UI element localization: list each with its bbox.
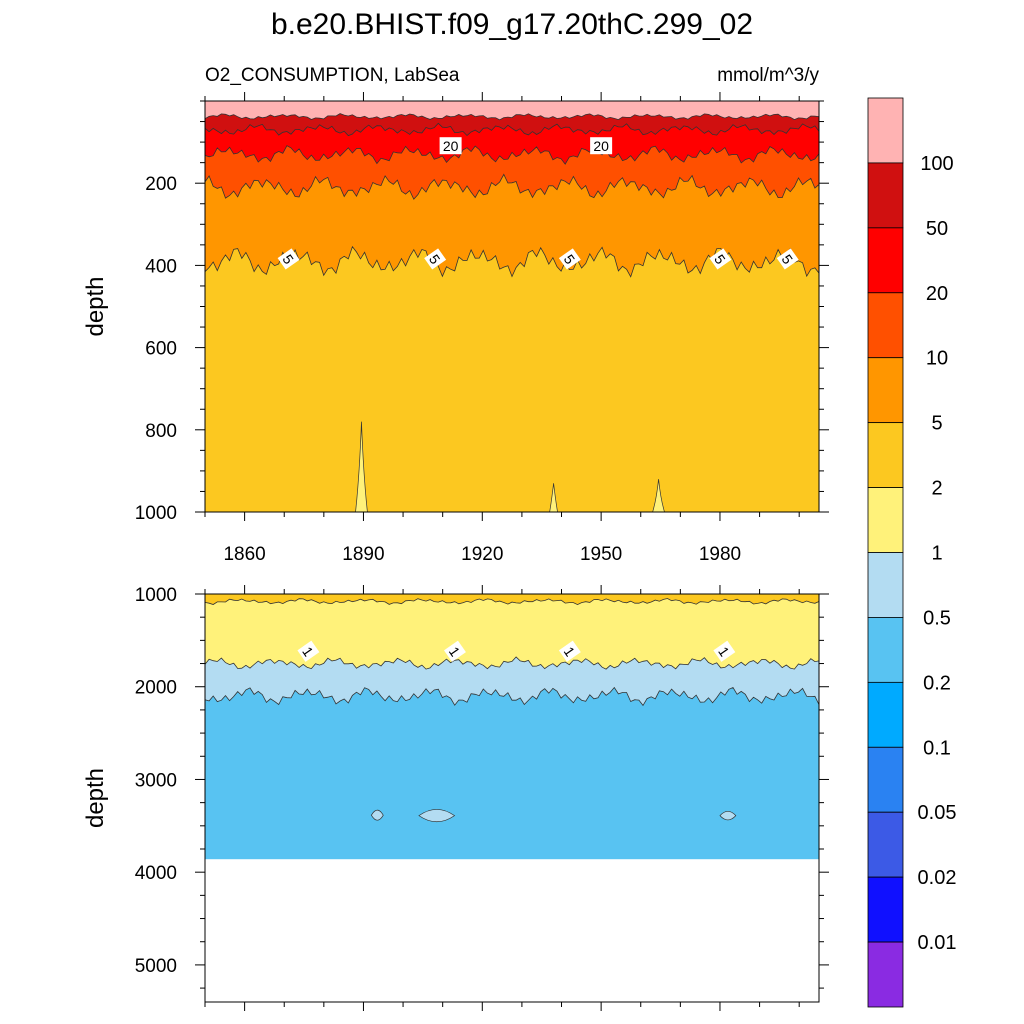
y-axis-label: depth — [82, 276, 109, 336]
colorbar-label: 20 — [926, 283, 948, 305]
contour-label-bg — [297, 640, 320, 662]
contour-label: 5 — [277, 248, 300, 270]
colorbar-label: 0.1 — [923, 737, 951, 759]
y-tick-label: 400 — [145, 256, 177, 277]
y-tick-label: 1000 — [135, 585, 177, 606]
contour-label-bg — [558, 248, 581, 270]
colorbar-label: 0.5 — [923, 607, 951, 629]
contour-label-text: 20 — [593, 138, 609, 154]
contour-label-bg — [558, 640, 581, 662]
variable-region-label: O2_CONSUMPTION, LabSea — [205, 65, 460, 86]
contour-region — [355, 421, 368, 513]
contour-label-bg — [443, 640, 466, 662]
colorbar-label: 100 — [920, 153, 953, 175]
colorbar-label: 0.02 — [918, 867, 957, 889]
colorbar-label: 10 — [926, 348, 948, 370]
colorbar-swatch — [867, 227, 904, 294]
band-> 100 — [205, 101, 819, 120]
contour-line — [204, 173, 820, 200]
y-tick-label: 800 — [145, 421, 177, 442]
y-tick-label: 1000 — [135, 503, 177, 524]
x-tick-label: 1950 — [580, 544, 622, 565]
colorbar-swatch — [867, 357, 904, 424]
contour-label: 1 — [713, 640, 736, 662]
y-tick-label: 5000 — [135, 956, 177, 977]
contour-label: 5 — [709, 248, 732, 270]
colorbar-label: 0.05 — [918, 802, 957, 824]
colorbar-label: 1 — [931, 543, 942, 565]
colorbar-swatch — [867, 681, 904, 748]
lower-panel: 1 1 1 1 1000 2000 3000 4000 5000 depth — [82, 585, 829, 1011]
contour-line — [204, 145, 820, 165]
band-2-5 — [205, 594, 819, 605]
contour-label: 5 — [776, 248, 799, 270]
colorbar-label: 50 — [926, 218, 948, 240]
contour-label: 5 — [558, 248, 581, 270]
y-axis-label: depth — [82, 768, 109, 828]
contour-label-bg — [424, 248, 447, 270]
colorbar-swatch — [867, 487, 904, 553]
colorbar: 100 50 20 10 5 2 1 0.5 0.2 0.1 0.05 0.02 0.01 — [867, 97, 957, 1008]
colorbar-swatch — [867, 422, 904, 488]
colorbar-swatch — [867, 746, 904, 813]
y-tick-label: 4000 — [135, 863, 177, 884]
panel-frame — [204, 593, 820, 1003]
y-tick-label: 200 — [145, 174, 177, 195]
contour-line — [204, 656, 820, 670]
contour-label: 1 — [558, 640, 581, 662]
colorbar-swatch — [867, 552, 904, 618]
contour-label-bg — [590, 137, 613, 155]
colorbar-label: 5 — [931, 413, 942, 435]
colorbar-label: 0.2 — [923, 672, 951, 694]
contour-label-bg — [277, 248, 300, 270]
units-label: mmol/m^3/y — [717, 65, 819, 86]
contour-region — [549, 483, 558, 513]
contour-label: 20 — [439, 137, 462, 155]
x-tick-label: 1920 — [461, 544, 503, 565]
contour-label-bg — [709, 248, 732, 270]
contour-label: 5 — [424, 248, 447, 270]
x-tick-label: 1980 — [699, 544, 741, 565]
colorbar-swatch — [867, 292, 904, 359]
x-tick-label: 1860 — [223, 544, 265, 565]
upper-panel: 20 20 5 5 5 5 5 1860 1890 1920 1950 1980 200 400 600 80… — [82, 92, 829, 565]
y-tick-label: 600 — [145, 339, 177, 360]
contour-region — [370, 809, 384, 821]
colorbar-swatch — [867, 941, 904, 1008]
colorbar-swatch — [867, 162, 904, 229]
contour-label-bg — [439, 137, 462, 155]
y-tick-label: 3000 — [135, 770, 177, 791]
colorbar-swatch — [867, 876, 904, 943]
contour-line — [204, 598, 820, 606]
contour-line — [204, 686, 820, 707]
contour-line — [204, 122, 820, 137]
contour-label-bg — [776, 248, 799, 270]
contour-label-bg — [713, 640, 736, 662]
contour-region — [719, 810, 737, 821]
contour-label: 20 — [590, 137, 613, 155]
contour-label: 1 — [297, 640, 320, 662]
contour-line — [204, 245, 820, 278]
band-1-2 — [205, 594, 819, 670]
colorbar-swatch — [867, 811, 904, 878]
contour-label: 1 — [443, 640, 466, 662]
x-tick-label: 1890 — [342, 544, 384, 565]
contour-line — [204, 113, 820, 121]
contour-label-text: 20 — [443, 138, 459, 154]
y-tick-label: 2000 — [135, 678, 177, 699]
colorbar-swatch — [867, 97, 904, 164]
contour-region — [652, 479, 665, 513]
colorbar-label: 0.01 — [918, 932, 957, 954]
colorbar-label: 2 — [931, 478, 942, 500]
figure-title: b.e20.BHIST.f09_g17.20thC.299_02 — [271, 8, 753, 41]
contour-region — [418, 809, 456, 823]
colorbar-swatch — [867, 617, 904, 683]
